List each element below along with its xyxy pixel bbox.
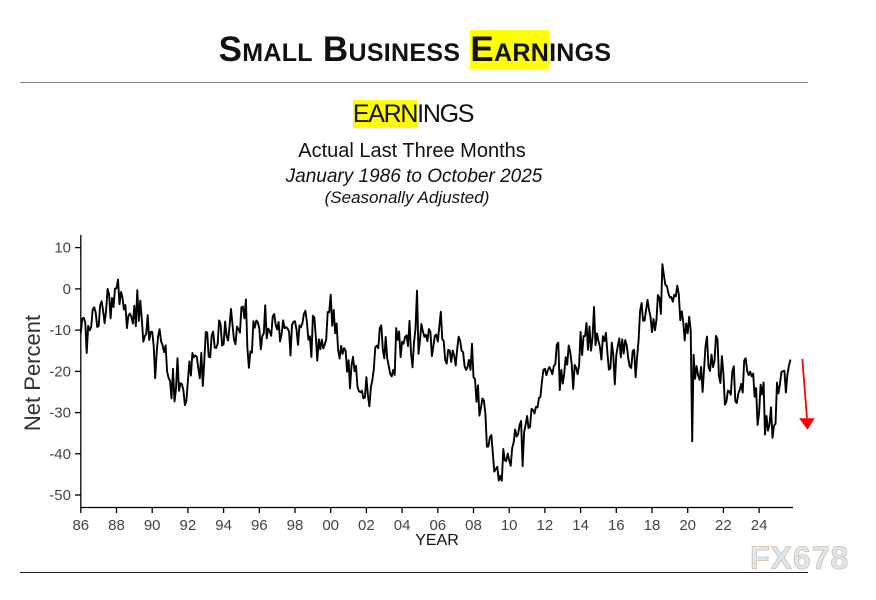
svg-text:Net Percent: Net Percent xyxy=(20,315,45,431)
svg-text:08: 08 xyxy=(465,517,482,534)
svg-text:92: 92 xyxy=(180,517,197,534)
svg-text:10: 10 xyxy=(501,517,518,534)
svg-text:98: 98 xyxy=(287,517,304,534)
svg-text:-20: -20 xyxy=(49,363,71,380)
svg-text:0: 0 xyxy=(63,281,71,298)
svg-text:20: 20 xyxy=(679,517,696,534)
svg-text:-40: -40 xyxy=(49,446,71,463)
svg-text:-30: -30 xyxy=(49,405,71,422)
svg-text:94: 94 xyxy=(215,517,232,534)
svg-text:16: 16 xyxy=(608,517,625,534)
svg-text:18: 18 xyxy=(644,517,661,534)
svg-text:22: 22 xyxy=(715,517,732,534)
svg-text:12: 12 xyxy=(537,517,554,534)
svg-text:90: 90 xyxy=(144,517,161,534)
svg-text:88: 88 xyxy=(108,517,125,534)
svg-text:10: 10 xyxy=(54,240,71,257)
svg-text:14: 14 xyxy=(572,517,589,534)
svg-text:02: 02 xyxy=(358,517,375,534)
svg-text:-50: -50 xyxy=(49,487,71,504)
svg-text:-10: -10 xyxy=(49,322,71,339)
svg-text:YEAR: YEAR xyxy=(415,532,459,549)
svg-text:24: 24 xyxy=(751,517,768,534)
svg-text:04: 04 xyxy=(394,517,411,534)
svg-text:00: 00 xyxy=(322,517,339,534)
svg-text:86: 86 xyxy=(72,517,89,534)
svg-text:96: 96 xyxy=(251,517,268,534)
